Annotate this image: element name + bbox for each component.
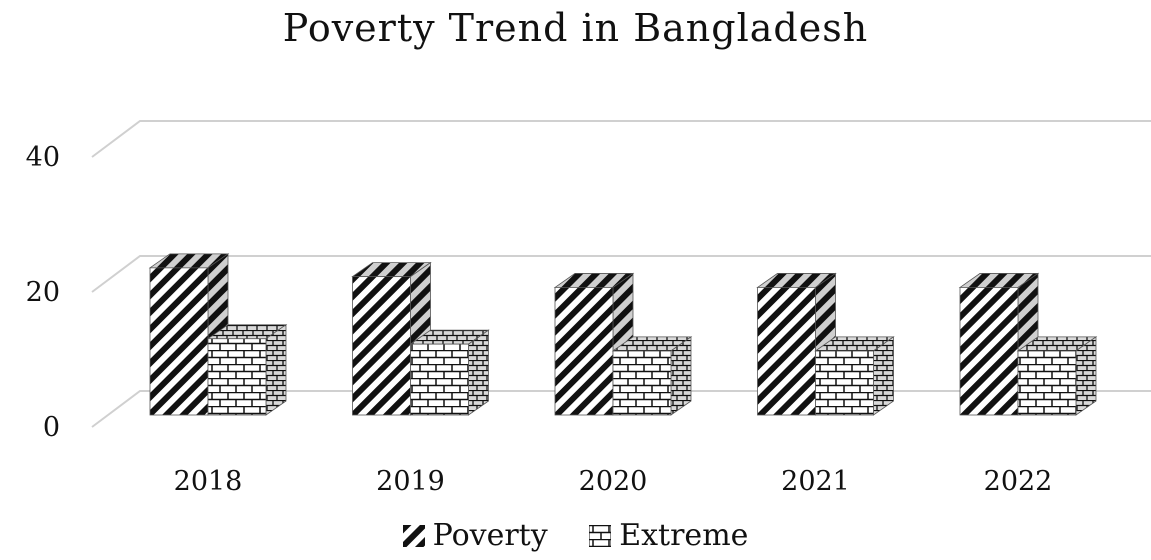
y-tick-label: 20 [26, 277, 60, 308]
extreme-bar-front [410, 343, 469, 416]
extreme-bar [1016, 336, 1098, 416]
bar-chart: 0 20 40 2018 2019 2020 2021 2022 [26, 120, 1151, 497]
extreme-bar [814, 336, 895, 416]
gridline [91, 120, 1151, 158]
extreme-bar-front [207, 338, 267, 416]
x-tick-label: 2018 [174, 466, 243, 497]
x-tick-label: 2019 [376, 466, 445, 497]
x-tick-label: 2022 [984, 466, 1053, 497]
poverty-bar-front [757, 287, 816, 416]
chart-title: Poverty Trend in Bangladesh [282, 6, 869, 50]
legend-item-extreme: Extreme [589, 518, 748, 553]
x-tick-label: 2020 [579, 466, 648, 497]
x-tick-label: 2021 [781, 466, 850, 497]
extreme-bar-side [873, 336, 894, 416]
legend-item-poverty: Poverty [402, 518, 548, 553]
extreme-bar-front [815, 350, 874, 416]
extreme-bar-side [468, 329, 489, 416]
legend-label-extreme: Extreme [619, 518, 749, 553]
y-tick-label: 40 [26, 142, 60, 173]
extreme-bar-front [1017, 350, 1077, 416]
poverty-swatch-icon [402, 524, 425, 547]
extreme-bar-side [1075, 336, 1097, 416]
poverty-bar-front [149, 267, 209, 416]
poverty-bar-front [352, 276, 411, 416]
legend: Poverty Extreme [0, 518, 1151, 555]
poverty-bar-front [554, 287, 614, 416]
poverty-bar-front [959, 287, 1019, 416]
extreme-bar-front [612, 350, 672, 416]
extreme-bar [409, 329, 490, 416]
legend-label-poverty: Poverty [432, 518, 548, 553]
extreme-bar [611, 336, 693, 416]
gridline [91, 255, 1151, 293]
y-tick-label: 0 [43, 412, 60, 443]
extreme-bar-side [670, 336, 692, 416]
extreme-bar-side [265, 323, 287, 416]
extreme-swatch-icon [589, 524, 612, 547]
extreme-bar [206, 323, 288, 416]
